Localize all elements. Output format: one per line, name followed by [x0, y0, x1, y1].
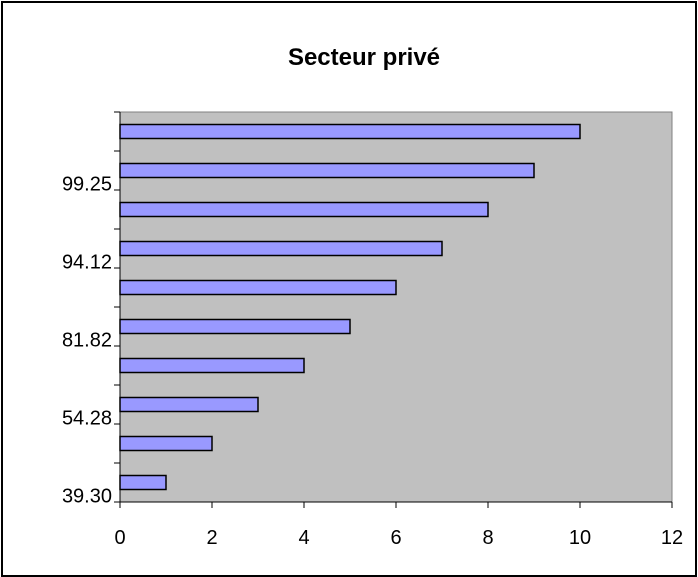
y-tick-label: 99.25	[62, 174, 112, 196]
x-tick-label: 4	[298, 527, 309, 549]
bar	[119, 279, 397, 296]
bar	[119, 474, 167, 491]
x-tick-label: 2	[206, 527, 217, 549]
bar	[119, 357, 305, 374]
chart-title: Secteur privé	[288, 44, 440, 71]
y-tick-label: 54.28	[62, 408, 112, 430]
y-tick-label: 94.12	[62, 252, 112, 274]
bar	[119, 396, 259, 413]
x-tick-label: 0	[114, 527, 125, 549]
x-tick-label: 10	[569, 527, 591, 549]
bar	[119, 201, 489, 218]
bar	[119, 123, 581, 140]
bar	[119, 318, 351, 335]
y-tick-label: 81.82	[62, 330, 112, 352]
bar	[119, 435, 213, 452]
bar	[119, 240, 443, 257]
x-tick-label: 12	[661, 527, 683, 549]
y-tick-label: 39.30	[62, 486, 112, 508]
bar-chart: Secteur privé 39.30 54.28 81.82 94.12 99.25 0…	[62, 44, 683, 549]
x-tick-label: 6	[390, 527, 401, 549]
x-tick-label: 8	[482, 527, 493, 549]
bar	[119, 162, 535, 179]
